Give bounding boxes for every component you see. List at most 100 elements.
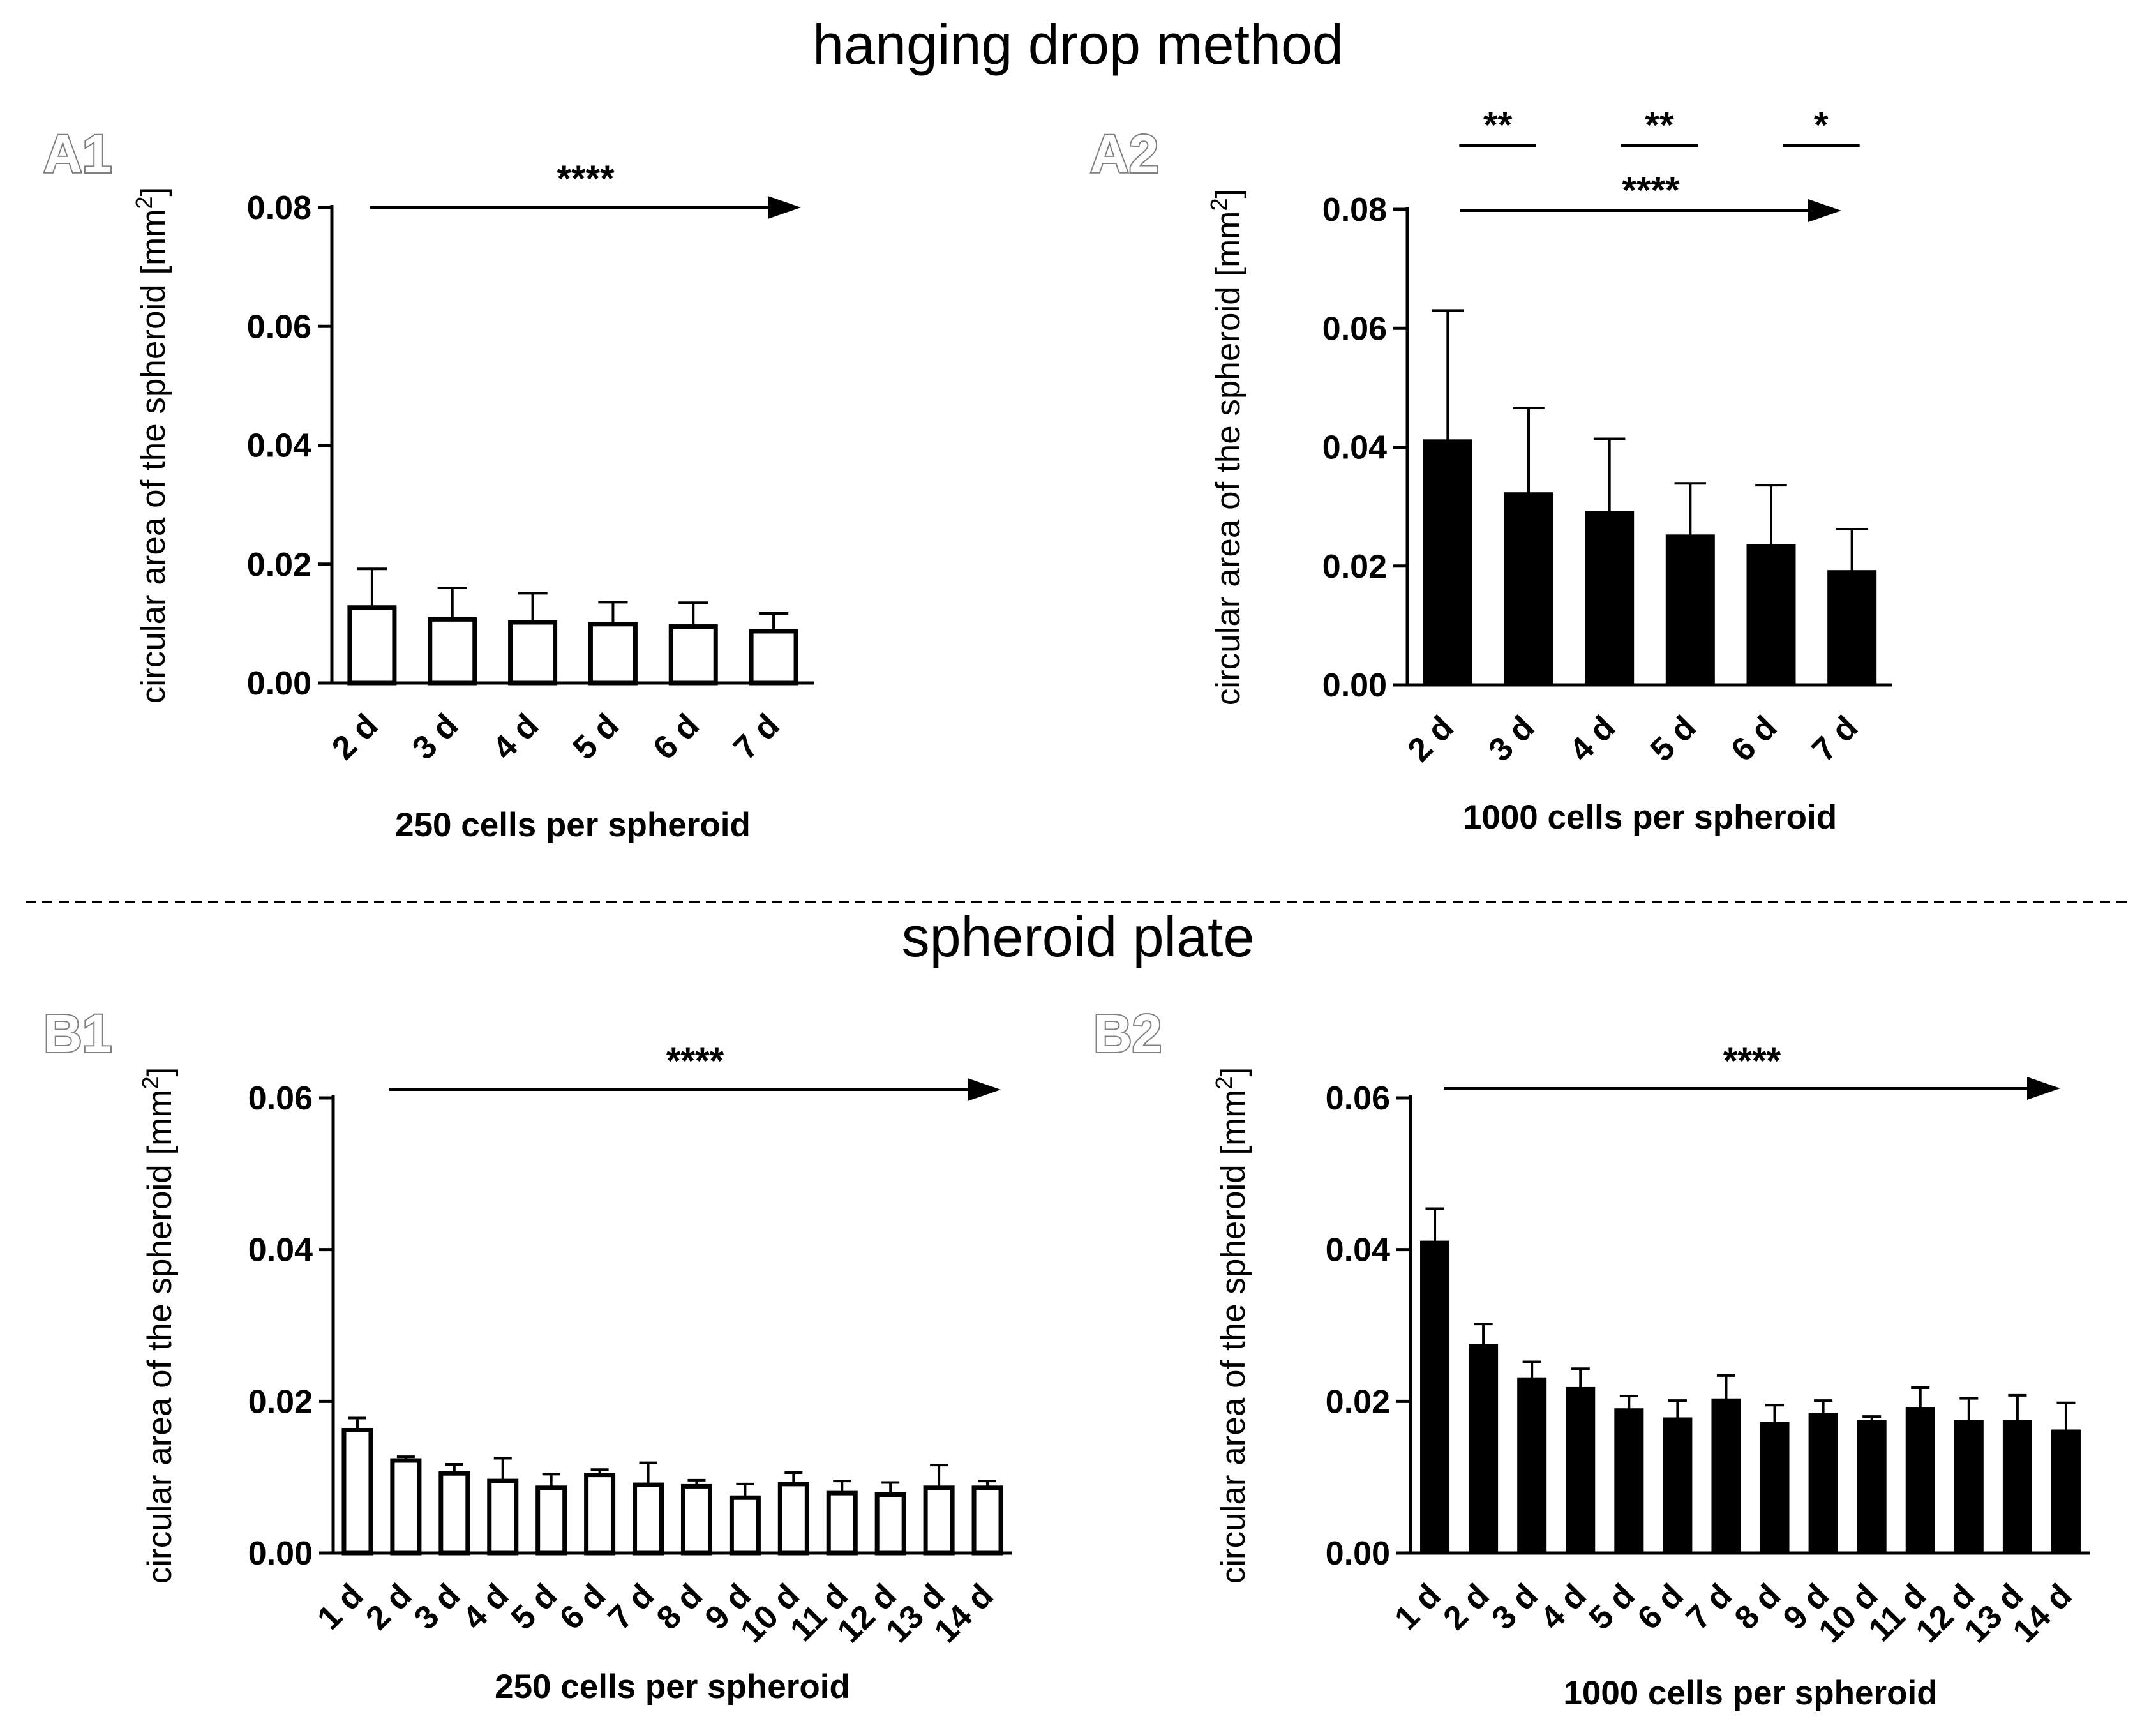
bar-b1-2	[438, 1471, 470, 1556]
bar-b1-11	[874, 1492, 906, 1556]
y-tick-label-b2-0: 0.00	[1326, 1535, 1390, 1572]
y-tick-label-b2-1: 0.02	[1326, 1383, 1390, 1420]
x-category-label-a1-2: 4 d	[486, 707, 546, 767]
bar-b2-13	[2051, 1429, 2081, 1554]
y-tick-label-a2-0: 0.00	[1322, 667, 1387, 704]
x-category-label-b1-2: 3 d	[407, 1577, 467, 1637]
chart-panel-a1: A1 0.00 0.02 0.04 0.06 0.08 circular area of t…	[42, 123, 814, 844]
y-tick-label-a2-3: 0.06	[1322, 310, 1387, 347]
x-category-label-b1-0: 1 d	[310, 1577, 370, 1637]
bar-b1-6	[633, 1482, 664, 1556]
y-axis-title-superscript-b1: 2	[137, 1076, 163, 1089]
bar-b2-0	[1420, 1240, 1450, 1554]
y-tick-label-a1-4: 0.08	[247, 190, 311, 227]
trend-significance-a2: ****	[1622, 170, 1680, 211]
bar-b1-12	[923, 1485, 955, 1556]
trend-arrow-head-b2	[2027, 1077, 2060, 1100]
bar-b1-0	[341, 1427, 373, 1556]
x-category-label-b1-1: 2 d	[359, 1577, 419, 1637]
bar-a1-3	[588, 622, 638, 686]
trend-significance-b1: ****	[666, 1040, 724, 1082]
bar-b1-1	[390, 1458, 422, 1556]
bar-a1-5	[749, 629, 798, 686]
x-category-label-a2-2: 4 d	[1562, 709, 1622, 769]
bar-b1-8	[729, 1495, 761, 1556]
chart-panel-b2: B2 0.00 0.02 0.04 0.06 circular area of the s…	[1092, 1002, 2090, 1712]
panel-label-b2: B2	[1093, 1003, 1162, 1063]
bar-a1-1	[428, 617, 477, 686]
bar-b1-4	[535, 1485, 567, 1556]
section-title-top: hanging drop method	[812, 13, 1344, 76]
x-category-label-b2-0: 1 d	[1388, 1577, 1448, 1637]
bar-b1-3	[487, 1478, 519, 1556]
y-axis-title-superscript-a2: 2	[1206, 198, 1232, 211]
x-axis-title-a1: 250 cells per spheroid	[395, 806, 751, 844]
x-category-label-b2-7: 8 d	[1728, 1577, 1788, 1637]
y-tick-label-b2-3: 0.06	[1326, 1080, 1390, 1117]
x-category-label-a2-4: 6 d	[1724, 709, 1784, 769]
x-category-label-b1-6: 7 d	[601, 1577, 661, 1637]
x-axis-title-b2: 1000 cells per spheroid	[1563, 1674, 1937, 1712]
bar-b2-12	[2002, 1420, 2032, 1554]
pair-significance-a2-1: **	[1645, 105, 1674, 146]
x-category-label-a1-1: 3 d	[405, 707, 465, 767]
x-category-label-a1-0: 2 d	[325, 707, 385, 767]
bar-a2-4	[1746, 544, 1796, 686]
bar-a1-0	[347, 605, 397, 686]
x-category-label-b2-3: 4 d	[1534, 1577, 1594, 1637]
y-tick-label-b1-2: 0.04	[248, 1232, 313, 1269]
trend-significance-b2: ****	[1723, 1040, 1781, 1082]
bar-b1-13	[971, 1485, 1003, 1556]
y-tick-label-b1-3: 0.06	[248, 1080, 313, 1117]
x-category-label-a1-3: 5 d	[566, 707, 626, 767]
y-tick-label-a1-1: 0.02	[247, 546, 311, 583]
x-category-label-b1-4: 5 d	[504, 1577, 564, 1637]
bar-b1-5	[584, 1473, 616, 1556]
x-category-label-b2-4: 5 d	[1582, 1577, 1642, 1637]
bar-a2-0	[1423, 439, 1472, 686]
y-axis-title-superscript-b2: 2	[1211, 1076, 1237, 1089]
x-category-label-a2-5: 7 d	[1805, 709, 1865, 769]
bar-b2-5	[1663, 1417, 1693, 1554]
x-category-label-b2-1: 2 d	[1436, 1577, 1496, 1637]
bar-b2-11	[1954, 1420, 1984, 1554]
bar-a2-3	[1665, 534, 1715, 686]
bar-b2-7	[1760, 1422, 1790, 1554]
pair-significance-a2-2: *	[1814, 105, 1829, 146]
x-category-label-a2-1: 3 d	[1481, 709, 1541, 769]
bar-b2-4	[1614, 1408, 1644, 1554]
chart-panel-a2: A2 0.00 0.02 0.04 0.06 0.08 circular area of t…	[1089, 105, 1892, 836]
panel-label-a2: A2	[1090, 124, 1158, 184]
x-category-label-a2-3: 5 d	[1643, 709, 1703, 769]
y-tick-label-a1-3: 0.06	[247, 308, 311, 345]
trend-significance-a1: ****	[557, 158, 615, 200]
bar-b1-7	[680, 1483, 712, 1556]
x-category-label-b2-13: 14 d	[2006, 1577, 2079, 1650]
trend-arrow-head-a1	[768, 196, 801, 219]
bar-b2-2	[1517, 1377, 1547, 1554]
y-axis-title-a1: circular area of the spheroid [mm2]	[131, 187, 173, 703]
y-axis-title-b2: circular area of the spheroid [mm2]	[1211, 1067, 1253, 1584]
x-category-label-a2-0: 2 d	[1401, 709, 1461, 769]
bar-b1-10	[826, 1490, 858, 1556]
bar-b2-6	[1711, 1398, 1741, 1554]
panel-label-a1: A1	[43, 124, 112, 184]
y-axis-title-superscript-a1: 2	[131, 196, 157, 209]
chart-panel-b1: B1 0.00 0.02 0.04 0.06 circular area of the s…	[42, 1002, 1012, 1706]
y-tick-label-a1-0: 0.00	[247, 665, 311, 702]
y-tick-label-b1-1: 0.02	[248, 1383, 313, 1420]
bar-b2-8	[1808, 1413, 1838, 1554]
x-category-label-b2-5: 6 d	[1631, 1577, 1691, 1637]
bar-b2-9	[1857, 1420, 1887, 1554]
y-tick-label-a2-2: 0.04	[1322, 430, 1387, 467]
panel-label-b1: B1	[43, 1003, 112, 1063]
bar-b2-1	[1469, 1344, 1499, 1554]
y-axis-title-b1: circular area of the spheroid [mm2]	[137, 1067, 179, 1584]
x-category-label-b1-13: 14 d	[927, 1577, 1001, 1650]
x-category-label-b2-2: 3 d	[1485, 1577, 1545, 1637]
bar-a1-2	[508, 620, 558, 686]
pair-significance-a2-0: **	[1483, 105, 1513, 146]
y-tick-label-a2-1: 0.02	[1322, 548, 1387, 585]
x-category-label-b1-5: 6 d	[553, 1577, 613, 1637]
